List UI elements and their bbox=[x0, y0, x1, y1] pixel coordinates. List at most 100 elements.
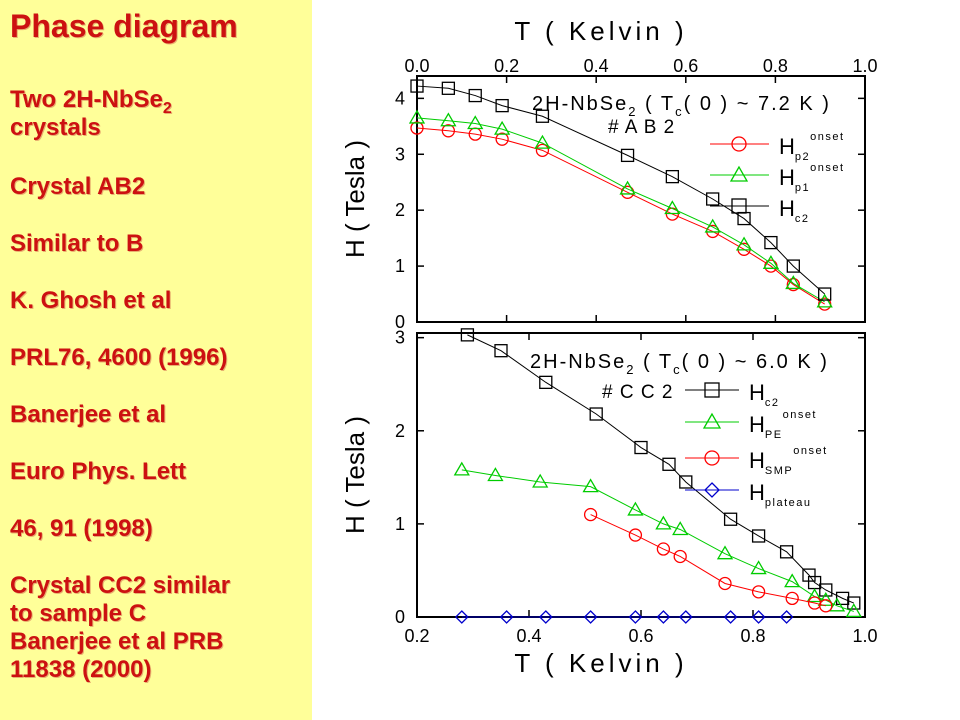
panel2-data-point bbox=[583, 507, 598, 522]
panel1-x-tick-label: 0.2 bbox=[494, 56, 519, 76]
panel1-data-point bbox=[786, 277, 800, 292]
panel1-y-tick-label: 4 bbox=[395, 88, 405, 108]
page-title: Phase diagram bbox=[10, 8, 238, 44]
panel1-legend-marker bbox=[731, 136, 747, 152]
panel1-data-point bbox=[410, 121, 424, 135]
panel1-data-point bbox=[818, 287, 832, 301]
panel2-x-tick-label: 0.4 bbox=[516, 626, 541, 646]
panel1-y-tick-label: 0 bbox=[395, 312, 405, 332]
panel1-data-point bbox=[620, 148, 635, 163]
panel2-legend-marker bbox=[704, 482, 720, 498]
panel1-data-point bbox=[410, 79, 424, 93]
panel2-legend-label: Hc2 bbox=[749, 380, 780, 409]
panel2-legend-marker bbox=[704, 382, 720, 398]
sidebar-line-1: Crystal AB2 bbox=[10, 173, 146, 200]
panel1-plot-frame bbox=[416, 75, 866, 323]
panel2-legend-marker bbox=[702, 412, 722, 429]
panel2-data-point bbox=[751, 529, 766, 543]
panel1-series-line bbox=[416, 117, 825, 303]
panel2-legend-label: HSMPonset bbox=[749, 445, 828, 477]
panel1-legend-marker bbox=[729, 165, 749, 182]
panel1-series-line bbox=[416, 85, 826, 295]
panel2-data-point bbox=[779, 610, 794, 624]
panel2-legend-label: HPEonset bbox=[749, 409, 817, 441]
panel2-data-point bbox=[589, 407, 603, 421]
panel1-x-tick-label: 1.0 bbox=[852, 56, 877, 76]
panel1-x-tick-label: 0.6 bbox=[673, 56, 698, 76]
panel1-data-point bbox=[665, 169, 680, 184]
panel2-data-point bbox=[723, 512, 738, 526]
panel2-y-tick-label: 3 bbox=[395, 328, 405, 348]
panel2-data-point bbox=[627, 501, 644, 516]
sidebar-last-2: to sample C bbox=[10, 600, 147, 627]
panel2-data-point bbox=[679, 475, 693, 489]
crystals-line: Two 2H-NbSe2 bbox=[10, 86, 172, 117]
panel2-data-point bbox=[634, 440, 648, 455]
panel2-x-tick-label: 1.0 bbox=[852, 626, 877, 646]
panel2-y-tick-label: 0 bbox=[395, 607, 405, 627]
panel1-y-tick-label: 3 bbox=[395, 144, 405, 164]
panel1-x-tick-label: 0.4 bbox=[584, 56, 609, 76]
phase-diagram-chart: 0.0 0.2 0.4 0.6 0.8 1.0 0 1 2 3 4 T ( Kelvin ) H ( T… bbox=[340, 16, 878, 678]
sidebar-line-2: Similar to B bbox=[10, 230, 144, 257]
panel1-data-point bbox=[664, 200, 681, 215]
panel1-x-axis-label: T ( Kelvin ) bbox=[514, 16, 687, 46]
panel1-data-point bbox=[534, 134, 551, 149]
panel2-data-point bbox=[453, 461, 470, 476]
panel2-data-point bbox=[751, 585, 766, 599]
panel1-data-point bbox=[441, 81, 456, 95]
panel1-data-point bbox=[535, 109, 550, 123]
panel2-data-point bbox=[656, 542, 671, 556]
panel2-data-point bbox=[454, 610, 469, 624]
panel2-data-point bbox=[847, 596, 861, 610]
panel1-data-point bbox=[441, 124, 456, 138]
panel1-data-point bbox=[786, 259, 800, 273]
panel2-data-point bbox=[662, 457, 676, 471]
panel2-data-point bbox=[583, 610, 598, 624]
sidebar-line-5: Banerjee et al bbox=[10, 401, 167, 428]
sidebar-panel: Phase diagram Two 2H-NbSe2 crystals Crys… bbox=[0, 0, 312, 720]
panel2-data-point bbox=[538, 610, 553, 624]
panel2-data-point bbox=[716, 545, 734, 560]
panel2-data-point bbox=[718, 576, 732, 591]
panel1-legend-marker bbox=[731, 198, 747, 214]
crystals-line-2: crystals bbox=[10, 114, 101, 141]
panel2-data-point bbox=[817, 591, 834, 606]
panel1-data-point bbox=[785, 275, 802, 290]
panel2-series-line bbox=[590, 514, 826, 607]
sidebar-line-4: PRL76, 4600 (1996) bbox=[10, 344, 228, 371]
panel2-data-point bbox=[723, 610, 738, 624]
panel1-data-point bbox=[467, 115, 484, 130]
panel2-y-axis-label: H ( Tesla ) bbox=[340, 416, 370, 534]
panel1-sample-label: # A B 2 bbox=[608, 117, 675, 138]
panel2-x-tick-label: 0.8 bbox=[740, 626, 765, 646]
panel1-y-tick-label: 1 bbox=[395, 256, 405, 276]
panel1-x-tick-label: 0.0 bbox=[404, 56, 429, 76]
panel2-data-point bbox=[499, 610, 514, 624]
panel2-data-point bbox=[539, 375, 553, 390]
panel2-sample-label: # C C 2 bbox=[602, 382, 673, 403]
panel2-series-line bbox=[467, 334, 854, 604]
panel2-x-axis-label: T ( Kelvin ) bbox=[514, 648, 687, 678]
panel1-data-point bbox=[619, 180, 636, 195]
panel1-data-point bbox=[495, 98, 509, 113]
panel1-data-point bbox=[440, 112, 457, 127]
panel2-data-point bbox=[819, 599, 833, 613]
panel1-x-tick-label: 0.8 bbox=[763, 56, 788, 76]
sidebar-line-7: 46, 91 (1998) bbox=[10, 515, 153, 542]
panel2-y-tick-label: 1 bbox=[395, 514, 405, 534]
panel2-data-point bbox=[806, 588, 823, 603]
panel2-data-point bbox=[828, 597, 846, 612]
panel2-data-point bbox=[656, 610, 671, 624]
panel2-data-point bbox=[582, 478, 599, 493]
panel1-data-point bbox=[704, 218, 721, 233]
panel1-data-point bbox=[495, 132, 509, 146]
panel2-data-point bbox=[487, 467, 504, 482]
panel1-data-point bbox=[706, 192, 720, 206]
phase-diagram-plots: 0.0 0.2 0.4 0.6 0.8 1.0 0 1 2 3 4 T ( Kelvin ) H ( T… bbox=[312, 0, 960, 720]
panel2-y-tick-label: 2 bbox=[395, 421, 405, 441]
panel2-data-point bbox=[494, 344, 508, 358]
panel2-data-point bbox=[655, 515, 672, 530]
panel2-data-point bbox=[678, 610, 693, 624]
panel2-annotation: 2H-NbSe2 ( Tc( 0 ) ~ 6.0 K ) bbox=[530, 351, 829, 377]
